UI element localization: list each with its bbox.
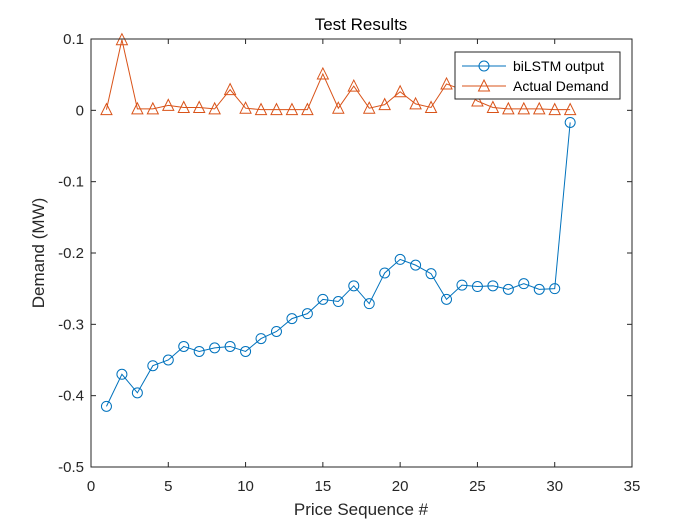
- plot-area: [91, 39, 632, 467]
- point-bilstm-output: [178, 340, 190, 352]
- point-actual-demand: [177, 100, 191, 113]
- legend-label-bilstm: biLSTM output: [513, 58, 604, 74]
- point-bilstm-output: [394, 253, 406, 265]
- y-tick-label: -0.2: [58, 245, 84, 262]
- point-bilstm-output: [549, 283, 561, 295]
- point-bilstm-output: [147, 360, 159, 372]
- series-line-bilstm-output: [106, 122, 571, 407]
- x-tick-label: 20: [392, 478, 409, 495]
- x-tick-label: 35: [624, 478, 641, 495]
- point-actual-demand: [517, 101, 531, 115]
- point-actual-demand: [332, 101, 345, 114]
- point-bilstm-output: [100, 400, 112, 412]
- point-bilstm-output: [193, 345, 205, 357]
- point-actual-demand: [440, 76, 453, 90]
- x-axis-title: Price Sequence #: [294, 500, 429, 519]
- legend-marker-actual: [477, 78, 491, 92]
- point-bilstm-output: [518, 278, 530, 290]
- point-bilstm-output: [363, 298, 375, 310]
- point-bilstm-output: [379, 267, 391, 279]
- point-actual-demand: [362, 101, 376, 114]
- point-actual-demand: [471, 93, 484, 107]
- legend: biLSTM output Actual Demand: [454, 51, 621, 100]
- ticks-layer: 0 5 10 15 20 25 30 35 -0.5 -0.4 -0.3 -0.2 -0.1 0 0.1: [58, 31, 640, 495]
- point-bilstm-output: [502, 283, 514, 295]
- point-bilstm-output: [456, 279, 468, 291]
- point-bilstm-output: [270, 325, 282, 337]
- point-bilstm-output: [471, 281, 483, 293]
- point-bilstm-output: [224, 340, 236, 352]
- point-actual-demand: [393, 84, 407, 98]
- y-tick-label: -0.1: [58, 174, 84, 191]
- y-axis-title: Demand (MW): [29, 198, 48, 309]
- point-bilstm-output: [209, 342, 221, 354]
- point-actual-demand: [239, 101, 252, 114]
- point-actual-demand: [532, 101, 546, 115]
- point-actual-demand: [316, 66, 330, 80]
- point-actual-demand: [131, 101, 144, 115]
- point-actual-demand: [548, 102, 562, 116]
- x-tick-label: 0: [87, 478, 95, 495]
- point-bilstm-output: [240, 345, 252, 357]
- point-bilstm-output: [533, 283, 545, 295]
- point-bilstm-output: [301, 308, 313, 320]
- point-bilstm-output: [487, 280, 499, 292]
- point-bilstm-output: [255, 333, 267, 345]
- x-tick-label: 5: [164, 478, 172, 495]
- point-actual-demand: [100, 102, 113, 116]
- point-bilstm-output: [425, 268, 437, 280]
- point-bilstm-output: [286, 313, 298, 325]
- point-actual-demand: [161, 98, 175, 111]
- point-actual-demand: [301, 102, 314, 116]
- point-actual-demand: [192, 100, 206, 113]
- point-bilstm-output: [317, 293, 329, 305]
- point-actual-demand: [424, 100, 438, 113]
- point-bilstm-output: [410, 259, 422, 271]
- point-actual-demand: [223, 82, 237, 96]
- series-layer: [100, 32, 577, 412]
- point-bilstm-output: [131, 387, 143, 399]
- point-actual-demand: [208, 101, 221, 115]
- y-tick-label: -0.3: [58, 316, 84, 333]
- x-tick-label: 10: [237, 478, 254, 495]
- point-actual-demand: [254, 102, 268, 116]
- point-bilstm-output: [162, 354, 174, 366]
- y-tick-label: -0.5: [58, 459, 84, 476]
- x-tick-label: 25: [469, 478, 486, 495]
- y-tick-label: -0.4: [58, 388, 84, 405]
- point-actual-demand: [563, 102, 577, 116]
- point-bilstm-output: [441, 293, 453, 305]
- point-actual-demand: [347, 78, 361, 92]
- point-actual-demand: [285, 102, 299, 116]
- point-actual-demand: [270, 102, 283, 116]
- chart-title: Test Results: [315, 15, 408, 34]
- point-actual-demand: [378, 97, 391, 111]
- series-line-actual-demand: [105, 39, 571, 111]
- point-bilstm-output: [348, 280, 360, 292]
- point-bilstm-output: [332, 296, 344, 308]
- point-actual-demand: [486, 100, 500, 113]
- point-actual-demand: [409, 96, 422, 110]
- x-tick-label: 15: [315, 478, 332, 495]
- x-tick-label: 30: [546, 478, 563, 495]
- y-tick-label: 0: [76, 102, 84, 119]
- point-bilstm-output: [116, 368, 128, 380]
- legend-label-actual: Actual Demand: [513, 78, 609, 94]
- point-bilstm-output: [564, 116, 576, 128]
- legend-marker-bilstm: [478, 60, 490, 72]
- point-actual-demand: [146, 101, 160, 115]
- point-actual-demand: [502, 101, 515, 115]
- y-tick-label: 0.1: [63, 31, 84, 48]
